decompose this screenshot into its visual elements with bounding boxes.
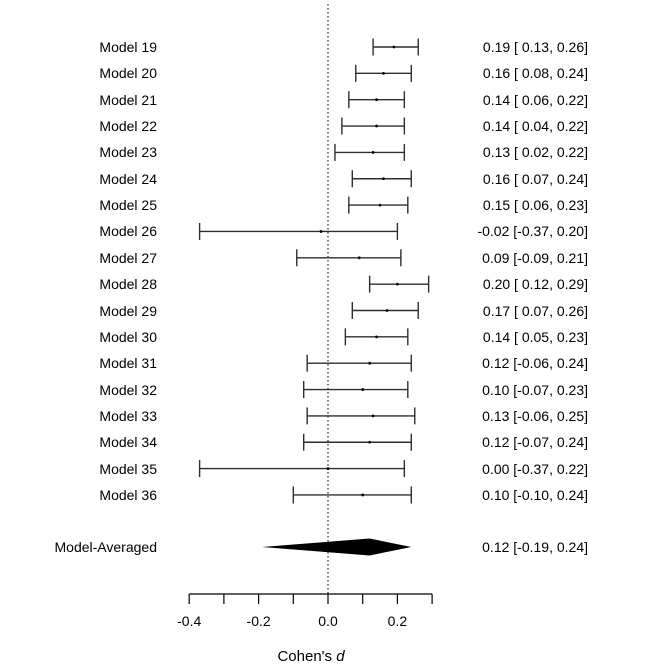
row-annotation: 0.16 [ 0.07, 0.24] <box>482 170 588 187</box>
estimate-marker <box>396 282 399 286</box>
row-label: Model 36 <box>99 486 157 503</box>
x-axis-tick-label: -0.4 <box>177 613 202 629</box>
row-label: Model 32 <box>99 381 157 398</box>
row-annotation: 0.19 [ 0.13, 0.26] <box>482 39 588 55</box>
row-annotation: 0.10 [-0.10, 0.24] <box>482 486 588 503</box>
row-annotation: 0.14 [ 0.06, 0.22] <box>482 91 588 108</box>
row-label: Model 35 <box>99 460 157 477</box>
row-annotation: -0.02 [-0.37, 0.20] <box>477 223 588 240</box>
row-label: Model 33 <box>99 407 157 424</box>
estimate-marker <box>326 467 330 470</box>
row-label: Model 26 <box>99 223 157 240</box>
x-axis-title: Cohen's d <box>241 647 381 667</box>
x-axis-tick-label: 0.2 <box>387 613 408 629</box>
row-annotation: 0.00 [-0.37, 0.22] <box>482 460 588 477</box>
row-label: Model 29 <box>99 302 157 319</box>
x-axis-title-text: Cohen's <box>277 648 337 665</box>
estimate-marker <box>378 203 382 207</box>
row-label: Model 27 <box>99 249 157 266</box>
summary-diamond <box>262 538 412 556</box>
row-annotation: 0.13 [ 0.02, 0.22] <box>482 144 588 161</box>
estimate-marker <box>361 388 365 391</box>
row-label: Model 20 <box>99 65 157 82</box>
estimate-marker <box>385 309 389 312</box>
row-label: Model 23 <box>99 144 157 161</box>
row-label: Model 30 <box>99 328 157 345</box>
row-label: Model 21 <box>99 91 157 108</box>
row-annotation: 0.16 [ 0.08, 0.24] <box>482 65 588 82</box>
row-label: Model 34 <box>99 434 157 451</box>
row-annotation: 0.09 [-0.09, 0.21] <box>482 249 588 266</box>
row-annotation: 0.15 [ 0.06, 0.23] <box>482 197 588 214</box>
estimate-marker <box>371 414 375 418</box>
row-label: Model 19 <box>99 39 157 55</box>
summary-label: Model-Averaged <box>54 539 157 555</box>
estimate-marker <box>368 440 372 444</box>
estimate-marker <box>392 45 396 49</box>
estimate-marker <box>382 177 385 181</box>
estimate-marker <box>375 335 378 339</box>
summary-annotation: 0.12 [-0.19, 0.24] <box>482 539 588 555</box>
estimate-marker <box>361 493 365 497</box>
row-label: Model 31 <box>99 355 157 372</box>
row-label: Model 25 <box>99 197 157 214</box>
estimate-marker <box>357 256 361 260</box>
row-annotation: 0.20 [ 0.12, 0.29] <box>482 276 588 293</box>
row-annotation: 0.12 [-0.07, 0.24] <box>482 434 588 451</box>
x-axis-tick-label: 0.0 <box>318 613 338 629</box>
row-label: Model 28 <box>99 276 157 293</box>
estimate-marker <box>375 124 378 128</box>
row-annotation: 0.10 [-0.07, 0.23] <box>482 381 588 398</box>
row-annotation: 0.13 [-0.06, 0.25] <box>482 407 588 424</box>
row-label: Model 22 <box>99 118 157 135</box>
x-axis-title-emphasis: d <box>336 648 345 665</box>
row-label: Model 24 <box>99 170 157 187</box>
estimate-marker <box>368 361 372 365</box>
estimate-marker <box>382 71 385 75</box>
row-annotation: 0.17 [ 0.07, 0.26] <box>482 302 588 319</box>
estimate-marker <box>319 230 323 233</box>
estimate-marker <box>371 151 375 154</box>
x-axis-tick-label: -0.2 <box>246 613 271 629</box>
row-annotation: 0.14 [ 0.05, 0.23] <box>482 328 588 345</box>
row-annotation: 0.14 [ 0.04, 0.22] <box>482 118 588 135</box>
row-annotation: 0.12 [-0.06, 0.24] <box>482 355 588 372</box>
estimate-marker <box>375 98 378 102</box>
